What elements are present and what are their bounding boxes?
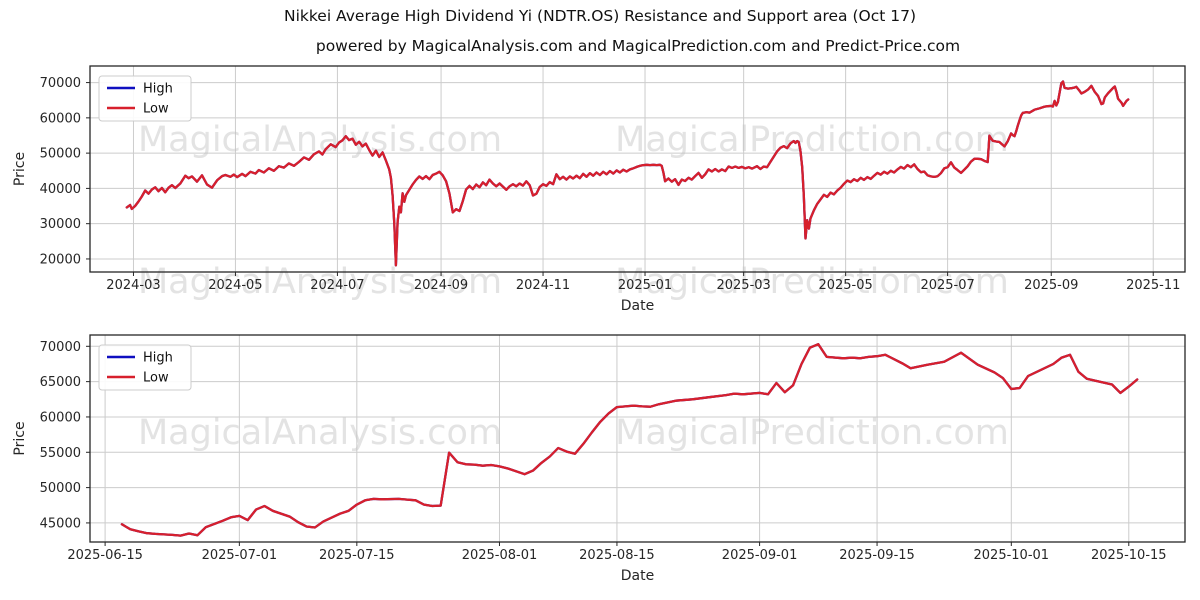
y-tick-label: 40000: [40, 182, 81, 197]
x-tick-label: 2025-08-15: [579, 548, 655, 563]
watermark-text: MagicalAnalysis.com: [138, 120, 502, 160]
x-tick-label: 2024-03: [106, 278, 160, 293]
x-tick-label: 2024-05: [208, 278, 262, 293]
x-tick-label: 2025-07-15: [319, 548, 395, 563]
series-layer: [120, 80, 1139, 537]
watermark-layer: MagicalAnalysis.com MagicalPrediction.com…: [138, 120, 1009, 453]
x-tick-label: 2025-09-01: [722, 548, 798, 563]
price-series-low: [125, 80, 1130, 267]
legend-label: High: [143, 351, 173, 366]
legend-layer: High Low High Low: [98, 75, 192, 391]
x-tick-label: 2025-09: [1024, 278, 1078, 293]
y-tick-label: 20000: [40, 252, 81, 267]
y-tick-label: 30000: [40, 217, 81, 232]
watermark-text: MagicalPrediction.com: [615, 120, 1009, 160]
figure-subtitle: powered by MagicalAnalysis.com and Magic…: [315, 37, 961, 55]
axis-spine: [89, 334, 1186, 543]
figure-title: Nikkei Average High Dividend Yi (NDTR.OS…: [283, 7, 916, 25]
watermark-text: MagicalPrediction.com: [615, 262, 1009, 302]
x-tick-label: 2025-10-15: [1091, 548, 1167, 563]
watermark-text: MagicalAnalysis.com: [138, 262, 502, 302]
x-tick-label: 2025-08-01: [462, 548, 538, 563]
price-series-high: [125, 80, 1130, 267]
x-tick-label: 2025-07: [920, 278, 974, 293]
x-tick-label: 2024-11: [516, 278, 570, 293]
y-tick-label: 50000: [40, 481, 81, 496]
y-tick-label: 65000: [40, 375, 81, 390]
watermark-text: MagicalPrediction.com: [615, 413, 1009, 453]
y-tick-label: 70000: [40, 76, 81, 91]
axes-layer: 2024-03 2024-05 2024-07 2024-09 2024-11 2025-…: [12, 65, 1186, 584]
legend-label: Low: [143, 371, 169, 386]
grid-layer: [90, 66, 1185, 542]
x-tick-label: 2025-09-15: [839, 548, 915, 563]
x-tick-label: 2024-07: [310, 278, 364, 293]
price-series-low: [120, 343, 1139, 537]
y-tick-label: 45000: [40, 516, 81, 531]
x-tick-label: 2025-06-15: [67, 548, 143, 563]
legend-label: Low: [143, 102, 169, 117]
x-axis-label: Date: [621, 298, 654, 314]
x-tick-label: 2025-05: [818, 278, 872, 293]
x-tick-label: 2025-07-01: [202, 548, 278, 563]
watermark-text: MagicalAnalysis.com: [138, 413, 502, 453]
x-tick-label: 2024-09: [414, 278, 468, 293]
x-tick-label: 2025-10-01: [974, 548, 1050, 563]
x-tick-label: 2025-01: [618, 278, 672, 293]
x-tick-label: 2025-03: [716, 278, 770, 293]
x-tick-label: 2025-11: [1126, 278, 1180, 293]
y-tick-label: 60000: [40, 410, 81, 425]
y-axis-label: Price: [12, 421, 28, 455]
y-axis-label: Price: [12, 152, 28, 186]
axis-spine: [89, 65, 1186, 273]
x-axis-label: Date: [621, 568, 654, 584]
y-tick-label: 70000: [40, 340, 81, 355]
y-tick-label: 60000: [40, 111, 81, 126]
y-tick-label: 55000: [40, 446, 81, 461]
y-tick-label: 50000: [40, 147, 81, 162]
legend-label: High: [143, 82, 173, 97]
